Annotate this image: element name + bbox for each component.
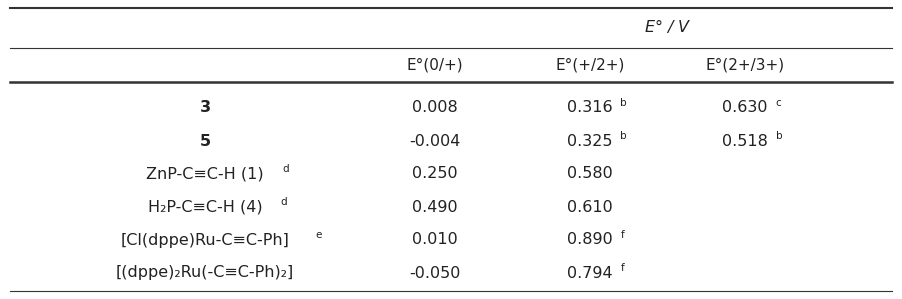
Text: 0.630: 0.630 bbox=[723, 100, 768, 115]
Text: f: f bbox=[621, 263, 624, 273]
Text: 0.610: 0.610 bbox=[567, 199, 612, 214]
Text: c: c bbox=[776, 98, 781, 108]
Text: $E$° / V: $E$° / V bbox=[644, 17, 691, 35]
Text: E°(2+/3+): E°(2+/3+) bbox=[705, 57, 785, 72]
Text: d: d bbox=[282, 164, 289, 174]
Text: -0.004: -0.004 bbox=[410, 133, 461, 149]
Text: [Cl(dppe)Ru-C≡C-Ph]: [Cl(dppe)Ru-C≡C-Ph] bbox=[121, 233, 290, 248]
Text: f: f bbox=[621, 230, 624, 240]
Text: E°(+/2+): E°(+/2+) bbox=[556, 57, 625, 72]
Text: 0.518: 0.518 bbox=[723, 133, 768, 149]
Text: 0.890: 0.890 bbox=[567, 233, 612, 248]
Text: 5: 5 bbox=[199, 133, 210, 149]
Text: b: b bbox=[621, 98, 627, 108]
Text: b: b bbox=[621, 131, 627, 141]
Text: 0.010: 0.010 bbox=[412, 233, 458, 248]
Text: E°(0/+): E°(0/+) bbox=[407, 57, 464, 72]
Text: 0.580: 0.580 bbox=[567, 167, 612, 181]
Text: -0.050: -0.050 bbox=[410, 266, 461, 280]
Text: 0.325: 0.325 bbox=[567, 133, 612, 149]
Text: d: d bbox=[280, 197, 287, 207]
Text: 0.250: 0.250 bbox=[412, 167, 458, 181]
Text: b: b bbox=[776, 131, 782, 141]
Text: 0.316: 0.316 bbox=[567, 100, 612, 115]
Text: 0.794: 0.794 bbox=[567, 266, 612, 280]
Text: 0.490: 0.490 bbox=[412, 199, 458, 214]
Text: 0.008: 0.008 bbox=[412, 100, 458, 115]
Text: 3: 3 bbox=[199, 100, 210, 115]
Text: H₂P-C≡C-H (4): H₂P-C≡C-H (4) bbox=[148, 199, 262, 214]
Text: ZnP-C≡C-H (1): ZnP-C≡C-H (1) bbox=[146, 167, 263, 181]
Text: [(dppe)₂Ru(-C≡C-Ph)₂]: [(dppe)₂Ru(-C≡C-Ph)₂] bbox=[115, 266, 294, 280]
Text: e: e bbox=[315, 230, 321, 240]
